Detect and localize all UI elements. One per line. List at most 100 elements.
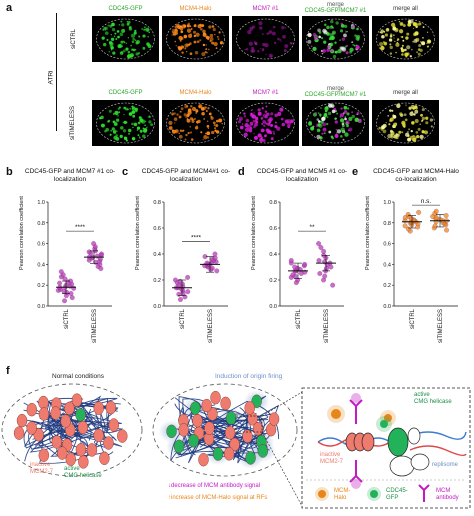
inactive-mcm (108, 418, 119, 432)
inactive-mcm (86, 443, 98, 457)
active-cmg (166, 424, 177, 439)
y-tick-label: 0.0 (269, 304, 277, 310)
y-tick-label: 0.6 (383, 242, 391, 248)
replisome-complex (387, 427, 430, 477)
micrograph-sictrl-0 (92, 16, 159, 62)
x-category-wrap-c-1: siTIMELESS (208, 309, 214, 343)
atri-label: ATRi (47, 70, 55, 85)
channel-label: MCM4-Halo (179, 90, 212, 96)
data-point (330, 282, 336, 288)
x-category-label: siTIMELESS (324, 309, 330, 343)
induction-title: Induction of origin firing (215, 373, 283, 380)
chromatin-fiber (183, 405, 221, 459)
inactive-mcm (26, 402, 38, 417)
data-point (58, 269, 64, 275)
x-category-label: siCTRL (410, 308, 416, 329)
inactive-mcm (192, 414, 203, 428)
x-category-label: siCTRL (180, 308, 186, 329)
significance-label: n.s. (421, 198, 432, 205)
inactive-mcm (77, 420, 89, 435)
inactive-mcm (93, 428, 104, 443)
y-tick-label: 1.0 (37, 200, 45, 206)
inactive-mcm (99, 451, 110, 465)
data-point (444, 227, 450, 233)
panel-letter-c: c (122, 166, 129, 178)
normal-conditions-title: Normal conditions (52, 373, 105, 380)
legend-halo-icon (315, 487, 329, 501)
inactive-mcm-label: inactive MCM2-7 (30, 462, 54, 475)
y-tick-label: 0.0 (153, 304, 161, 310)
y-tick-label: 0.4 (153, 252, 161, 258)
y-tick-label: 0.0 (37, 304, 45, 310)
data-point (295, 277, 301, 283)
channel-label: CDC45-GFP (108, 6, 143, 12)
inactive-mcm (75, 443, 87, 457)
inactive-mcm (204, 421, 215, 435)
chart-title-b: CDC45-GFP and MCM7 #1 co-localization (24, 168, 116, 183)
inactive-mcm (201, 398, 212, 413)
data-point (316, 241, 322, 247)
row-label-sitimeless: siTIMELESS (70, 105, 77, 141)
data-point (405, 212, 411, 217)
channel-label: merge CDC45-GFP/MCM7 #1 (304, 2, 367, 14)
inactive-mcm (103, 436, 114, 450)
active-cmg (190, 401, 201, 415)
channel-label: merge all (393, 6, 418, 12)
inactive-mcm (16, 413, 28, 428)
data-point (209, 265, 215, 271)
significance-label: **** (75, 224, 86, 231)
x-category-label: siTIMELESS (208, 309, 214, 343)
x-category-wrap-d-1: siTIMELESS (324, 309, 330, 343)
inactive-mcm (210, 390, 221, 405)
legend-gfp-icon (367, 487, 381, 501)
legend-antibody-icon (418, 484, 430, 502)
data-point (62, 298, 68, 304)
micrograph-sictrl-2 (232, 16, 299, 62)
y-tick-label: 0.2 (383, 283, 391, 289)
inactive-mcm (229, 437, 240, 452)
micrograph-sitimeless-1 (162, 100, 229, 146)
data-point (290, 272, 296, 278)
mcm-antibody-marker-1 (349, 393, 363, 424)
significance-label: **** (191, 235, 202, 242)
data-point (185, 289, 191, 295)
scatter-plot-e: 0.0 0.2 0.4 0.6 0.8 1.0 n.s. (383, 198, 458, 310)
micrograph-sitimeless-4 (372, 100, 439, 146)
data-point (178, 297, 183, 302)
y-tick-label: 0.4 (37, 262, 45, 268)
data-point (173, 277, 178, 283)
halo-marker-1 (327, 405, 345, 423)
data-point (433, 208, 439, 214)
micrograph-sictrl-4 (372, 16, 439, 62)
data-point (91, 241, 97, 247)
inactive-mcm (242, 429, 253, 443)
panel-letter-a: a (6, 2, 13, 14)
inactive-mcm (244, 401, 255, 415)
channel-label: MCM4-Halo (179, 6, 212, 12)
chart-title-d: CDC45-GFP and MCM5 #1 co-localization (256, 168, 348, 183)
zoom-inactive-label: inactive MCM2-7 (320, 452, 344, 465)
inactive-mcm (178, 423, 189, 437)
x-category-wrap-c-0: siCTRL (180, 308, 186, 329)
data-point (214, 268, 220, 274)
legend-antibody-text: MCM antibody (436, 488, 459, 501)
x-category-wrap-b-0: siCTRL (64, 308, 70, 329)
data-point (443, 213, 449, 218)
inactive-mcm (105, 400, 117, 415)
data-point (432, 223, 438, 229)
micrograph-sitimeless-3 (302, 100, 369, 146)
panel-letter-e: e (352, 166, 359, 178)
micrograph-sictrl-1 (162, 16, 229, 62)
channel-label: MCM7 #1 (252, 90, 279, 96)
data-point (69, 295, 75, 301)
data-point (317, 271, 323, 276)
x-category-label: siTIMELESS (92, 309, 98, 343)
inactive-mcm (38, 448, 50, 462)
row-label-sictrl: siCTRL (71, 28, 78, 50)
active-cmg (173, 439, 185, 454)
inactive-mcm (38, 395, 49, 410)
active-cmg (257, 444, 269, 458)
x-category-wrap-b-1: siTIMELESS (92, 309, 98, 343)
atri-bracket (56, 13, 59, 131)
inactive-mcm (224, 426, 236, 440)
